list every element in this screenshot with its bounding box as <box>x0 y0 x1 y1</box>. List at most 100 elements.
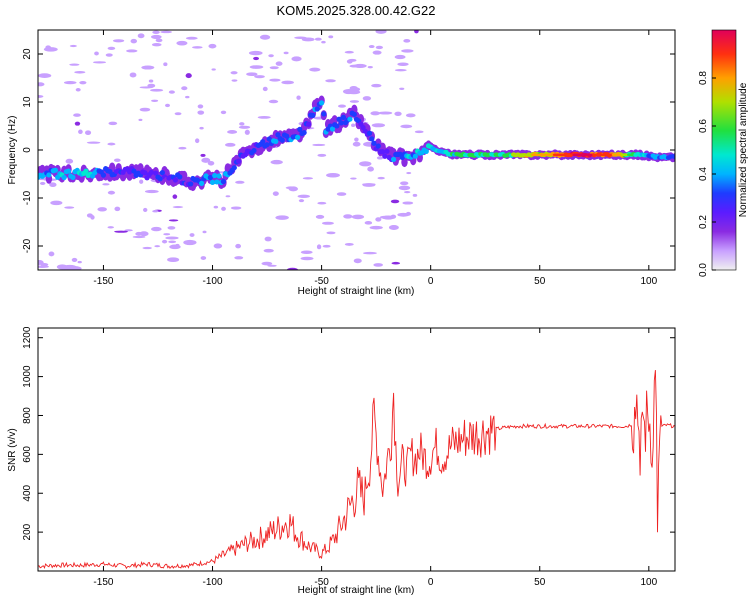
spectrogram-noise-blob <box>382 215 395 220</box>
spectrogram-noise-blob <box>201 157 211 163</box>
spectrogram-ridge-cell <box>305 121 312 127</box>
spectrogram-noise-blob <box>378 111 393 115</box>
spectrogram-ridge-cell <box>384 148 390 154</box>
spectrogram-noise-blob <box>367 166 374 172</box>
spectrogram-ridge-cell <box>380 149 386 155</box>
spectrogram-noise-blob <box>353 63 367 68</box>
spectrogram-noise-blob <box>248 50 263 56</box>
spectrogram-noise-blob <box>181 86 188 91</box>
spectrogram-y-tick-label: -10 <box>22 190 33 205</box>
snr-x-tick-label: -150 <box>93 577 113 588</box>
spectrogram-ridge-cell <box>142 170 148 176</box>
spectrogram-ridge-cell <box>321 111 327 117</box>
spectrogram-noise-blob <box>283 51 289 55</box>
spectrogram-ridge-cell <box>251 147 257 154</box>
spectrogram-noise-blob <box>211 68 216 71</box>
spectrogram-noise-blob <box>336 192 347 196</box>
spectrogram-ridge-cell <box>260 139 266 145</box>
spectrogram-noise-blob <box>338 104 346 108</box>
spectrogram-noise-blob <box>234 256 244 260</box>
spectrogram-noise-blob <box>403 191 411 194</box>
spectrogram-ridge-cell <box>83 168 89 174</box>
spectrogram-noise-blob <box>148 79 154 83</box>
spectrogram-ridge-cell <box>412 153 419 159</box>
spectrogram-noise-blob <box>48 251 55 257</box>
spectrogram-noise-blob <box>142 246 153 250</box>
spectrogram-noise-blob <box>353 258 362 264</box>
spectrogram-noise-blob <box>141 65 155 70</box>
spectrogram-ridge-cell <box>266 136 272 142</box>
spectrogram-ridge-cell <box>310 112 316 119</box>
spectrogram-noise-blob <box>168 219 179 222</box>
spectrogram-noise-blob <box>139 107 151 112</box>
spectrogram-noise-blob <box>79 80 87 85</box>
spectrogram-noise-blob <box>312 143 326 147</box>
spectrogram-noise-blob <box>362 96 372 101</box>
spectrogram-ridge-cell <box>264 142 270 148</box>
spectrogram-noise-blob <box>71 257 78 262</box>
spectrogram-noise-blob <box>199 126 204 130</box>
spectrogram-noise-blob <box>347 90 361 95</box>
spectrogram-x-tick-label: 50 <box>534 276 546 287</box>
spectrogram-noise-blob <box>74 121 81 126</box>
spectrogram-noise-blob <box>207 160 215 166</box>
spectrogram-noise-blob <box>107 190 116 195</box>
spectrogram-noise-blob <box>288 186 298 192</box>
spectrogram-noise-blob <box>367 66 373 69</box>
spectrogram-ridge-cell <box>151 174 157 181</box>
spectrogram-noise-blob <box>86 141 101 144</box>
spectrogram-noise-blob <box>50 200 63 206</box>
spectrogram-noise-blob <box>90 215 95 220</box>
spectrogram-noise-blob <box>372 50 382 55</box>
spectrogram-noise-blob <box>155 38 163 43</box>
figure-title: KOM5.2025.328.00.42.G22 <box>276 3 435 18</box>
spectrogram-noise-blob <box>403 38 411 43</box>
colorbar-frame <box>711 29 737 271</box>
spectrogram-ridge-cell <box>672 154 675 160</box>
spectrogram-noise-blob <box>63 264 77 270</box>
spectrogram-noise-blob <box>298 199 305 203</box>
spectrogram-noise-blob <box>144 189 159 194</box>
spectrogram-noise-blob <box>267 264 277 267</box>
spectrogram-noise-blob <box>197 110 205 115</box>
spectrogram-noise-blob <box>77 260 82 264</box>
spectrogram-noise-blob <box>326 173 340 178</box>
spectrogram-noise-blob <box>394 111 402 117</box>
spectrogram-ridge-cell <box>347 116 353 122</box>
spectrogram-x-tick-label: -150 <box>93 276 113 287</box>
snr-x-tick-label: 100 <box>640 577 657 588</box>
spectrogram-ridge-cell <box>188 181 194 187</box>
colorbar-ticks: 0.0 0.2 0.4 0.6 0.8 <box>698 71 716 277</box>
spectrogram-ridge-cell <box>216 173 222 179</box>
spectrogram-noise-blob <box>114 230 128 233</box>
spectrogram-noise-blob <box>388 225 399 230</box>
spectrogram-ridge-cell <box>177 174 183 180</box>
spectrogram-noise-blob <box>167 257 180 263</box>
spectrogram-ridge-cell <box>301 130 307 136</box>
spectrogram-noise-blob <box>189 233 195 237</box>
spectrogram-x-tick-label: -100 <box>203 276 223 287</box>
spectrogram-noise-blob <box>375 30 387 34</box>
spectrogram-noise-blob <box>371 123 386 128</box>
snr-panel: -150 -100 -50 0 50 100 200 400 600 800 1000 1200 H… <box>7 326 676 596</box>
spectrogram-noise-blob <box>235 180 245 184</box>
spectrogram-noise-blob <box>183 239 197 246</box>
spectrogram-noise-blob <box>165 236 179 240</box>
spectrogram-noise-blob <box>253 56 260 61</box>
spectrogram-noise-blob <box>326 231 336 235</box>
spectrogram-noise-blob <box>165 103 171 108</box>
spectrogram-y-label: Frequency (Hz) <box>7 116 18 185</box>
spectrogram-noise-blob <box>317 201 327 205</box>
colorbar-gradient <box>712 30 736 270</box>
snr-y-tick-label: 200 <box>22 523 33 540</box>
spectrogram-noise-blob <box>185 36 198 40</box>
spectrogram-noise-blob <box>354 137 359 142</box>
spectrogram-ridge-cell <box>273 138 279 145</box>
spectrogram-noise-blob <box>291 56 302 62</box>
spectrogram-ridge-cell <box>214 179 220 185</box>
spectrogram-noise-blob <box>390 199 400 204</box>
spectrogram-noise-blob <box>73 113 81 117</box>
spectrogram-noise-blob <box>398 185 411 191</box>
spectrogram-noise-blob <box>38 265 49 269</box>
spectrogram-noise-blob <box>231 79 238 82</box>
